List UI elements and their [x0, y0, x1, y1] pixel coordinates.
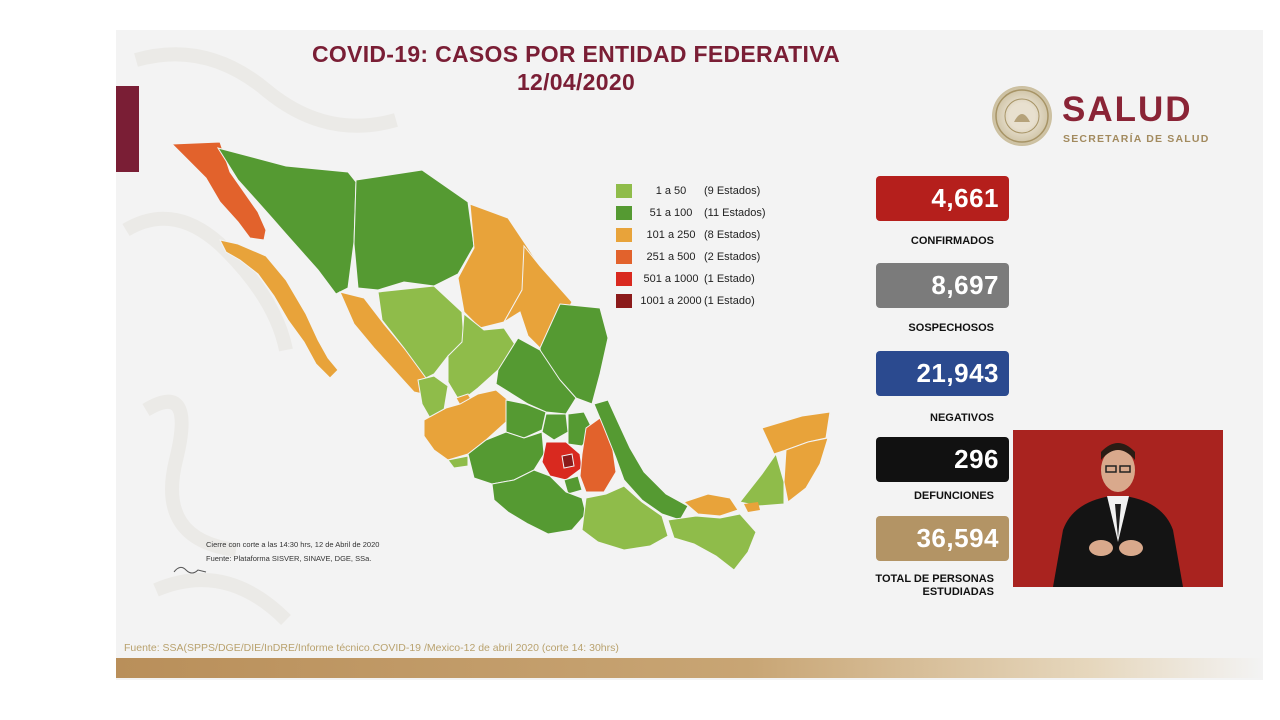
legend-count: (1 Estado) [704, 273, 755, 285]
legend-item: 1001 a 2000 (1 Estado) [616, 290, 836, 312]
sospechosos-label: SOSPECHOSOS [908, 322, 994, 334]
legend-count: (1 Estado) [704, 295, 755, 307]
logo-subtitle: SECRETARÍA DE SALUD [1063, 133, 1210, 145]
background-pattern [122, 47, 398, 625]
national-seal-icon [992, 86, 1052, 146]
state-veracruz [593, 399, 689, 521]
defunciones-box: 296 [876, 437, 1009, 482]
state-quintana-roo [783, 437, 829, 503]
negativos-box: 21,943 [876, 351, 1009, 396]
state-morelos [563, 475, 583, 495]
legend-range: 501 a 1000 [643, 273, 699, 285]
state-queretaro [541, 413, 569, 441]
confirmados-label: CONFIRMADOS [910, 235, 994, 247]
state-zacatecas [447, 313, 517, 403]
legend-swatch [616, 250, 632, 264]
defunciones-label: DEFUNCIONES [913, 490, 994, 502]
legend-swatch [616, 206, 632, 220]
logo-name: SALUD [1062, 90, 1193, 129]
total-label-line-2: ESTUDIADAS [922, 586, 994, 598]
sospechosos-box: 8,697 [876, 263, 1009, 308]
legend-range: 1 a 50 [655, 185, 687, 197]
legend-item: 1 a 50 (9 Estados) [616, 180, 836, 202]
island-icon [744, 502, 760, 512]
legend-range: 51 a 100 [649, 207, 693, 219]
footnote-line-2: Fuente: Plataforma SISVER, SINAVE, DGE, … [206, 554, 372, 563]
legend-swatch [616, 184, 632, 198]
confirmados-box: 4,661 [876, 176, 1009, 221]
total-box: 36,594 [876, 516, 1009, 561]
legend-count: (2 Estados) [704, 251, 761, 263]
legend-item: 251 a 500 (2 Estados) [616, 246, 836, 268]
salud-logo: SALUD SECRETARÍA DE SALUD [992, 86, 1232, 150]
legend-item: 101 a 250 (8 Estados) [616, 224, 836, 246]
legend-item: 51 a 100 (11 Estados) [616, 202, 836, 224]
state-baja-california [170, 142, 267, 241]
legend-count: (11 Estados) [704, 207, 766, 219]
state-baja-california-sur [219, 239, 339, 379]
state-colima [447, 455, 469, 469]
state-chiapas [667, 513, 757, 571]
negativos-label: NEGATIVOS [930, 412, 994, 424]
scale-bar-icon [173, 566, 207, 574]
total-label: TOTAL DE PERSONAS ESTUDIADAS [862, 573, 1012, 599]
sign-language-interpreter [1013, 430, 1223, 587]
state-cdmx [561, 453, 575, 469]
state-oaxaca [581, 485, 669, 551]
source-note: Fuente: SSA(SPPS/DGE/DIE/InDRE/Informe t… [124, 642, 619, 654]
map-legend: 1 a 50 (9 Estados) 51 a 100 (11 Estados)… [616, 180, 836, 312]
state-sonora [216, 147, 357, 295]
accent-bar [116, 86, 139, 172]
state-chihuahua [353, 169, 475, 291]
total-label-line-1: TOTAL DE PERSONAS [875, 573, 994, 585]
page-title: COVID-19: CASOS POR ENTIDAD FEDERATIVA 1… [276, 40, 876, 96]
title-line-1: COVID-19: CASOS POR ENTIDAD FEDERATIVA [311, 41, 841, 67]
legend-range: 1001 a 2000 [640, 295, 702, 307]
legend-count: (8 Estados) [704, 229, 761, 241]
footnote-line-1: Cierre con corte a las 14:30 hrs, 12 de … [206, 540, 380, 549]
title-date: 12/04/2020 [516, 69, 636, 95]
legend-count: (9 Estados) [704, 185, 761, 197]
legend-swatch [616, 272, 632, 286]
slide: COVID-19: CASOS POR ENTIDAD FEDERATIVA 1… [116, 30, 1263, 680]
state-campeche [739, 452, 785, 507]
mexico-map [170, 142, 831, 571]
state-mexico [541, 441, 583, 481]
gold-strip [116, 658, 1263, 678]
legend-swatch [616, 294, 632, 308]
state-tabasco [683, 493, 739, 517]
legend-item: 501 a 1000 (1 Estado) [616, 268, 836, 290]
legend-range: 101 a 250 [646, 229, 696, 241]
state-durango [377, 285, 465, 379]
legend-swatch [616, 228, 632, 242]
legend-range: 251 a 500 [646, 251, 696, 263]
